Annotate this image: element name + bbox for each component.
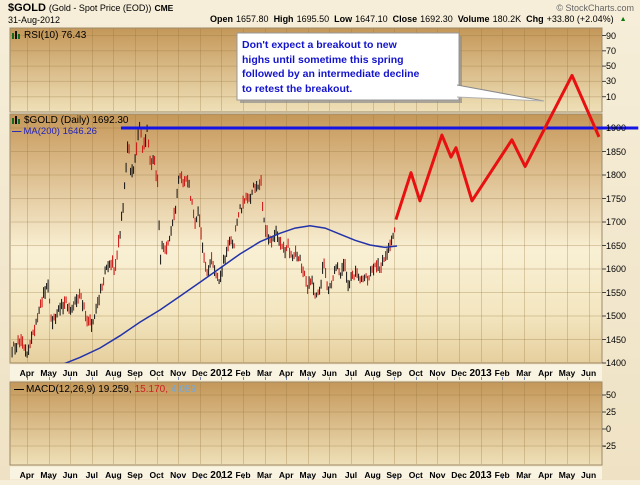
projection-line bbox=[394, 73, 601, 221]
axis-ticks bbox=[602, 35, 606, 447]
date-axis-strip bbox=[10, 466, 602, 480]
month-ticks bbox=[27, 377, 590, 479]
date-axis-strip bbox=[10, 364, 602, 381]
callout-box bbox=[236, 32, 460, 101]
candlestick-series bbox=[11, 121, 396, 358]
macd-pane bbox=[9, 381, 603, 466]
ma200-line bbox=[63, 225, 398, 363]
